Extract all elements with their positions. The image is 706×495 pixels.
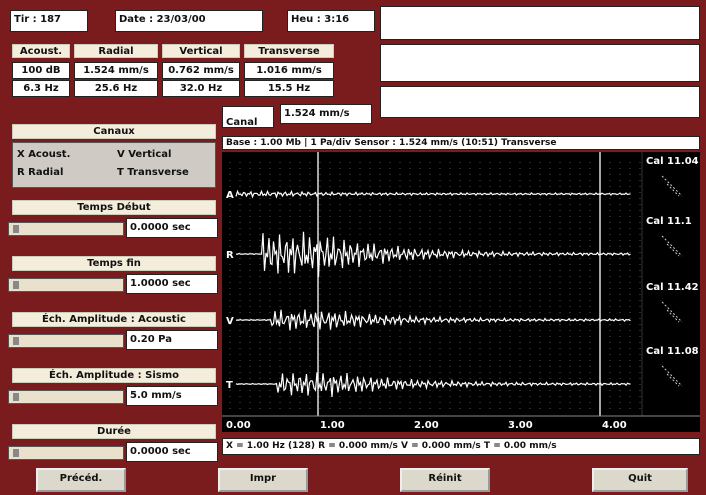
button[interactable]: Précéd. [36, 468, 126, 492]
peak-cell: 25.6 Hz [74, 80, 158, 97]
time: Heu : 3:16 [287, 10, 375, 32]
cal-pulse [661, 365, 683, 387]
slider[interactable] [8, 334, 124, 348]
panel [380, 86, 700, 118]
waveform [235, 231, 631, 277]
control-label: Éch. Amplitude : Sismo [12, 368, 216, 383]
waveform [235, 372, 631, 397]
control-label: Temps fin [12, 256, 216, 271]
peak-cell: 0.762 mm/s [162, 62, 240, 79]
channel-label: T [226, 380, 233, 391]
peak-cell: 32.0 Hz [162, 80, 240, 97]
cal-label: Cal 11.42 [646, 282, 699, 293]
control-value: 0.0000 sec [126, 442, 218, 462]
cal-label: Cal 11.08 [646, 346, 699, 357]
channel-label: A [226, 190, 234, 201]
cal-pulse [661, 235, 683, 257]
channel-option[interactable]: X Acoust. [17, 149, 71, 160]
peak-cell: 6.3 Hz [12, 80, 70, 97]
peak-cell: 1.524 mm/s [74, 62, 158, 79]
x-tick-label: 0.00 [226, 420, 251, 431]
x-tick-label: 2.00 [414, 420, 439, 431]
slider-thumb[interactable] [13, 281, 19, 289]
x-tick-label: 1.00 [320, 420, 345, 431]
control-value: 1.0000 sec [126, 274, 218, 294]
column-header: Radial [74, 44, 158, 58]
channel-option[interactable]: V Vertical [117, 149, 172, 160]
control-label: Durée [12, 424, 216, 439]
slider[interactable] [8, 390, 124, 404]
channel-option[interactable]: T Transverse [117, 167, 189, 178]
status-bar: X = 1.00 Hz (128) R = 0.000 mm/s V = 0.0… [222, 438, 700, 455]
channels-box: X Acoust. V Vertical R Radial T Transverse [12, 142, 216, 188]
column-header: Transverse [244, 44, 334, 58]
peak-cell: 15.5 Hz [244, 80, 334, 97]
cal-pulse [661, 175, 683, 197]
x-tick-label: 4.00 [602, 420, 627, 431]
slider-thumb[interactable] [13, 225, 19, 233]
button[interactable]: Réinit [400, 468, 490, 492]
panel [380, 6, 700, 40]
control-label: Éch. Amplitude : Acoustic [12, 312, 216, 327]
plot-info: Base : 1.00 Mb | 1 Pa/div Sensor : 1.524… [222, 136, 700, 150]
control-label: Temps Début [12, 200, 216, 215]
waveform [235, 189, 631, 199]
panel [380, 44, 700, 82]
button[interactable]: Quit [592, 468, 688, 492]
control-value: 0.20 Pa [126, 330, 218, 350]
control-value: 0.0000 sec [126, 218, 218, 238]
column-header: Acoust. [12, 44, 70, 58]
slider[interactable] [8, 222, 124, 236]
channel-label: R [226, 250, 234, 261]
plot: A Cal 11.04 R Cal 11.1 V Cal 11.42 T Cal 11.08 0… [222, 152, 700, 432]
cal-label: Cal 11.04 [646, 156, 699, 167]
slider-thumb[interactable] [13, 337, 19, 345]
channel-option[interactable]: R Radial [17, 167, 64, 178]
shot: Tir : 187 [10, 10, 88, 32]
peak-cell: 100 dB [12, 62, 70, 79]
channel-value: 1.524 mm/s [280, 104, 372, 124]
date: Date : 23/03/00 [115, 10, 263, 32]
column-header: Vertical [162, 44, 240, 58]
cal-label: Cal 11.1 [646, 216, 692, 227]
channel-label: V [226, 316, 234, 327]
channel-tab[interactable]: Canal [222, 106, 274, 128]
x-tick-label: 3.00 [508, 420, 533, 431]
slider-thumb[interactable] [13, 393, 19, 401]
slider[interactable] [8, 446, 124, 460]
channels-title: Canaux [12, 124, 216, 139]
slider-thumb[interactable] [13, 449, 19, 457]
control-value: 5.0 mm/s [126, 386, 218, 406]
slider[interactable] [8, 278, 124, 292]
waveform [235, 309, 631, 331]
peak-cell: 1.016 mm/s [244, 62, 334, 79]
cal-pulse [661, 301, 683, 323]
button[interactable]: Impr [218, 468, 308, 492]
